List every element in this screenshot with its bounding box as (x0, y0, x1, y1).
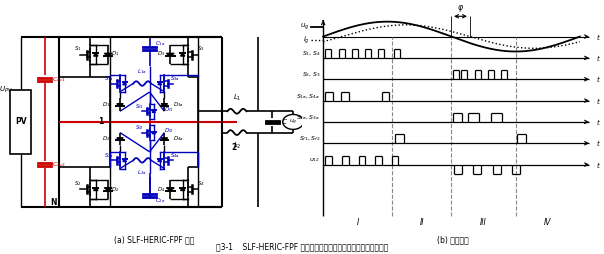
Text: 1: 1 (98, 117, 104, 126)
Text: $u_g$: $u_g$ (300, 22, 310, 32)
Polygon shape (158, 159, 162, 162)
Polygon shape (167, 188, 174, 190)
Text: $t$: $t$ (597, 96, 602, 106)
Text: $t$: $t$ (597, 160, 602, 170)
Text: $t$: $t$ (597, 138, 602, 148)
Polygon shape (161, 104, 168, 106)
Text: $S_{f2}$: $S_{f2}$ (135, 123, 144, 132)
Text: $U_{PV}$: $U_{PV}$ (0, 85, 13, 95)
Text: $S_{f1}, S_{f2}$: $S_{f1}, S_{f2}$ (298, 134, 320, 143)
Text: $C_{1a}$: $C_{1a}$ (155, 40, 166, 49)
Text: $S_{1a}, S_{4a}$: $S_{1a}, S_{4a}$ (296, 92, 320, 101)
Text: $t$: $t$ (597, 31, 602, 42)
Text: $S_4$: $S_4$ (197, 179, 205, 188)
Polygon shape (117, 104, 123, 106)
Text: $t$: $t$ (597, 117, 602, 127)
Text: $C_{dc1}$: $C_{dc1}$ (52, 75, 66, 84)
Text: $D_{f1}$: $D_{f1}$ (164, 105, 174, 114)
Text: $D_{2a}$: $D_{2a}$ (102, 135, 112, 144)
Bar (10, 90, 31, 154)
Polygon shape (94, 188, 98, 190)
Text: $S_{f1}$: $S_{f1}$ (135, 102, 144, 111)
Text: $S_{4a}$: $S_{4a}$ (170, 151, 181, 160)
Text: $t$: $t$ (597, 53, 602, 63)
Text: 2: 2 (232, 143, 237, 152)
Polygon shape (152, 110, 156, 112)
Text: $u_g$: $u_g$ (289, 117, 297, 126)
Text: $S_{1a}$: $S_{1a}$ (104, 74, 114, 83)
Text: $u_{12}$: $u_{12}$ (309, 156, 320, 164)
Polygon shape (167, 53, 174, 56)
Text: $D_{3a}$: $D_{3a}$ (173, 100, 184, 109)
Polygon shape (104, 188, 112, 190)
Polygon shape (123, 159, 126, 162)
Text: 图3-1    SLF-HERIC-FPF 并网逆变器及非单位功率因数运行驱动逻辑: 图3-1 SLF-HERIC-FPF 并网逆变器及非单位功率因数运行驱动逻辑 (216, 243, 388, 251)
Polygon shape (104, 53, 112, 56)
Text: $D_2$: $D_2$ (111, 185, 120, 194)
Text: $D_1$: $D_1$ (111, 49, 120, 58)
Text: $C_{2a}$: $C_{2a}$ (155, 196, 166, 205)
Polygon shape (117, 138, 123, 140)
Text: PV: PV (15, 117, 27, 126)
Text: $t$: $t$ (597, 74, 602, 84)
Polygon shape (123, 82, 126, 85)
Text: $S_1$: $S_1$ (74, 44, 82, 53)
Text: $S_{2a}$: $S_{2a}$ (104, 151, 114, 160)
Text: $D_{4a}$: $D_{4a}$ (173, 135, 184, 144)
Text: $S_1, S_4$: $S_1, S_4$ (301, 49, 320, 58)
Text: IV: IV (544, 218, 551, 227)
Text: $\varphi$: $\varphi$ (457, 3, 464, 14)
Text: $D_{1a}$: $D_{1a}$ (102, 100, 112, 109)
Text: (b) 驱动逻辑: (b) 驱动逻辑 (437, 235, 469, 244)
Text: $S_2$: $S_2$ (74, 179, 82, 188)
Text: $C$: $C$ (281, 117, 288, 126)
Polygon shape (158, 82, 162, 85)
Text: $S_{3a}$: $S_{3a}$ (170, 74, 181, 83)
Polygon shape (152, 132, 156, 134)
Text: $S_2, S_3$: $S_2, S_3$ (301, 70, 320, 79)
Text: $L_2$: $L_2$ (233, 141, 241, 151)
Polygon shape (94, 53, 98, 56)
Text: $D_4$: $D_4$ (158, 185, 166, 194)
Polygon shape (181, 188, 185, 190)
Text: III: III (480, 218, 487, 227)
Text: I: I (357, 218, 359, 227)
Text: $i_g$: $i_g$ (303, 34, 310, 45)
Text: II: II (420, 218, 424, 227)
Text: (a) SLF-HERIC-FPF 拓扑: (a) SLF-HERIC-FPF 拓扑 (114, 235, 194, 244)
Text: $C_{dc2}$: $C_{dc2}$ (52, 160, 66, 169)
Text: $D_{f2}$: $D_{f2}$ (164, 126, 174, 135)
Text: $D_3$: $D_3$ (158, 49, 166, 58)
Text: $S_3$: $S_3$ (197, 44, 205, 53)
Polygon shape (181, 53, 185, 56)
Text: $L_{1a}$: $L_{1a}$ (137, 67, 147, 76)
Text: N: N (50, 198, 56, 207)
Text: $S_{2a}, S_{3a}$: $S_{2a}, S_{3a}$ (296, 113, 320, 122)
Text: $L_{2a}$: $L_{2a}$ (137, 168, 147, 177)
Text: $L_1$: $L_1$ (233, 93, 241, 103)
Polygon shape (161, 138, 168, 140)
